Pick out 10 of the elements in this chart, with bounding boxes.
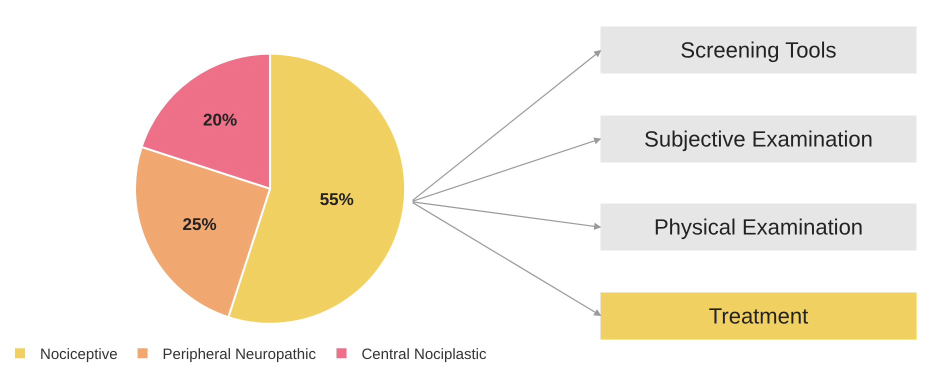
legend-label: Nociceptive	[40, 346, 118, 364]
text: Screening Tools	[680, 38, 837, 62]
text: Subjective Examination	[644, 126, 873, 152]
legend-label: Peripheral Neuropathic	[162, 346, 316, 364]
data-label: 20%	[203, 110, 238, 130]
text: Physical Examination	[654, 214, 864, 240]
data-label: 55%	[320, 190, 354, 209]
text: Treatment	[708, 304, 808, 328]
legend-label: Central Nociplastic	[361, 346, 488, 364]
data-label: 25%	[182, 215, 217, 234]
